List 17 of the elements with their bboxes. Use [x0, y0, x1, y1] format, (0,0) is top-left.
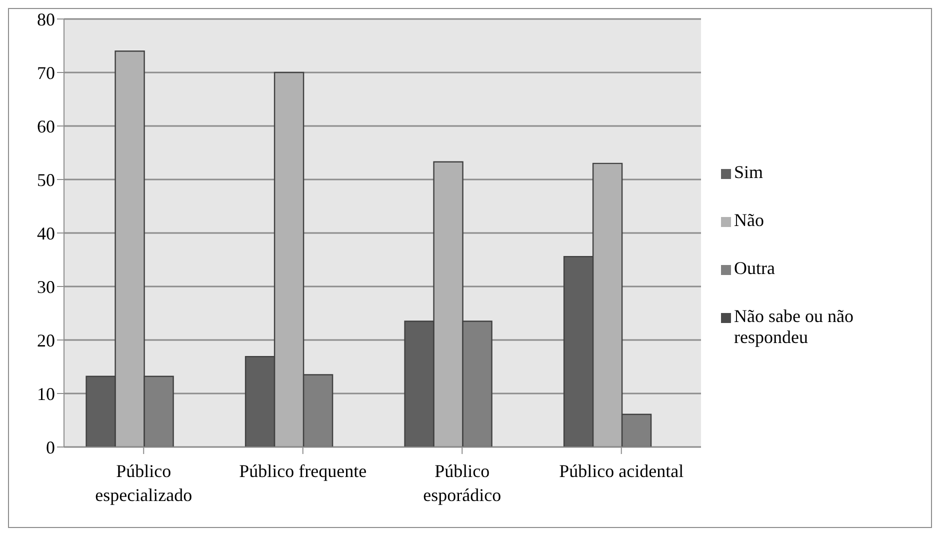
legend-label: Outra — [734, 258, 775, 278]
x-tick-label: Público esporádico — [423, 460, 502, 505]
y-tick-label: 70 — [37, 62, 55, 83]
legend-label: Sim — [734, 162, 764, 182]
y-tick-label: 30 — [37, 276, 55, 297]
y-tick-label: 80 — [37, 9, 55, 30]
y-tick-label: 50 — [37, 170, 55, 190]
x-tick-label: Público acidental — [559, 460, 684, 481]
y-tick-label: 20 — [37, 330, 55, 350]
legend-label: Não — [734, 210, 764, 230]
y-tick-label: 60 — [37, 116, 55, 136]
y-tick-label: 0 — [46, 437, 55, 458]
x-tick-label: Público frequente — [239, 460, 367, 481]
legend-label: Não sabe ou não respondeu — [734, 306, 854, 348]
y-tick-label: 40 — [37, 223, 55, 244]
y-tick-label: 10 — [37, 384, 55, 404]
x-tick-label: Público especializado — [95, 460, 192, 505]
